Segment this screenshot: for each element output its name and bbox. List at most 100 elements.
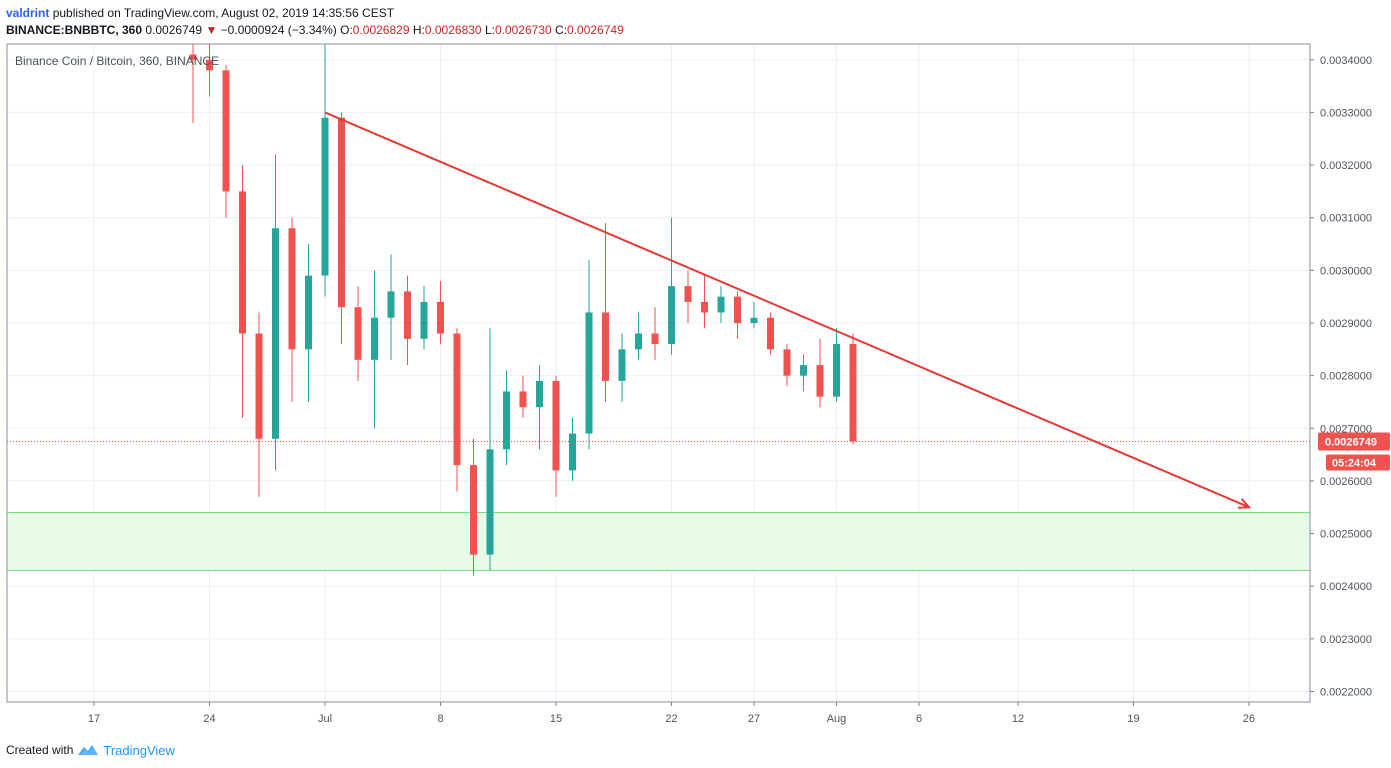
- candle-body: [453, 333, 461, 466]
- close-label: C:: [555, 23, 568, 37]
- candle-body: [519, 391, 527, 408]
- candle-body: [222, 70, 230, 192]
- candle-body: [239, 191, 246, 334]
- grid-lines: [7, 44, 1310, 702]
- support-zone: [7, 512, 1310, 571]
- y-tick-label: 0.0027000: [1320, 423, 1372, 435]
- y-tick-label: 0.0032000: [1320, 160, 1372, 172]
- x-tick-label: 24: [203, 713, 215, 725]
- candle-body: [321, 117, 329, 276]
- candle-body: [717, 296, 725, 313]
- last-price: 0.0026749: [145, 23, 203, 37]
- symbol-ohlc-line: BINANCE:BNBBTC, 360 0.0026749 ▼ −0.00009…: [6, 23, 624, 38]
- candlestick-series: [189, 44, 857, 576]
- chart-header: valdrint published on TradingView.com, A…: [0, 0, 1391, 44]
- candle-body: [536, 380, 543, 408]
- countdown-badge: 05:24:04: [1326, 454, 1390, 471]
- time-axis[interactable]: 17 24 Jul 8 15 22 27 Aug 6 12 19 26: [88, 702, 1255, 725]
- x-tick-label: 6: [916, 713, 922, 725]
- candle-body: [206, 59, 213, 71]
- symbol-label: BINANCE:BNBBTC, 360: [6, 23, 143, 37]
- candle-body: [651, 333, 659, 345]
- author-name[interactable]: valdrint: [6, 6, 50, 20]
- last-price-badge: 0.0026749: [1318, 432, 1390, 451]
- y-tick-label: 0.0026000: [1320, 476, 1372, 488]
- x-tick-label: 17: [88, 713, 100, 725]
- x-tick-label: 19: [1127, 713, 1139, 725]
- close-value: 0.0026749: [567, 23, 624, 37]
- candle-body: [437, 301, 444, 334]
- candle-body: [602, 312, 609, 381]
- legend-title: Binance Coin / Bitcoin, 360, BINANCE: [15, 54, 219, 68]
- candle-body: [635, 333, 642, 350]
- candle-body: [272, 228, 279, 439]
- y-tick-label: 0.0031000: [1320, 213, 1372, 225]
- y-tick-label: 0.0023000: [1320, 634, 1372, 646]
- trendline-arrowhead: [1237, 498, 1252, 509]
- candle-body: [503, 391, 510, 450]
- candle-body: [569, 433, 576, 471]
- candle-body: [849, 344, 857, 442]
- candle-body: [486, 449, 494, 555]
- created-with-text: Created with: [6, 743, 74, 757]
- y-tick-label: 0.0030000: [1320, 265, 1372, 277]
- price-axis[interactable]: 0.0022000 0.0023000 0.0024000 0.0025000 0.00…: [1310, 55, 1372, 699]
- y-tick-label: 0.0025000: [1320, 529, 1372, 541]
- candle-body: [833, 344, 840, 397]
- candle-body: [668, 286, 675, 345]
- price-change: −0.0000924 (−3.34%): [220, 23, 337, 37]
- y-tick-label: 0.0022000: [1320, 686, 1372, 698]
- published-text: published on TradingView.com, August 02,…: [52, 6, 395, 20]
- candle-body: [800, 365, 807, 376]
- last-price-badge-text: 0.0026749: [1325, 436, 1377, 448]
- x-tick-label: 26: [1243, 713, 1255, 725]
- x-tick-label: 15: [550, 713, 562, 725]
- x-tick-label: 12: [1012, 713, 1024, 725]
- publish-info: valdrint published on TradingView.com, A…: [6, 6, 394, 21]
- x-tick-label: 27: [748, 713, 760, 725]
- tradingview-brand[interactable]: TradingView: [103, 742, 175, 758]
- y-tick-label: 0.0033000: [1320, 107, 1372, 119]
- x-tick-label: Jul: [318, 713, 332, 725]
- x-tick-label: Aug: [827, 713, 847, 725]
- low-value: 0.0026730: [494, 23, 552, 37]
- countdown-badge-text: 05:24:04: [1332, 457, 1377, 469]
- down-arrow-icon: ▼: [205, 23, 218, 37]
- candle-body: [816, 365, 824, 397]
- candle-body: [750, 317, 758, 323]
- high-value: 0.0026830: [424, 23, 482, 37]
- candle-body: [470, 465, 477, 555]
- x-tick-label: 22: [665, 713, 677, 725]
- x-tick-label: 8: [437, 713, 443, 725]
- candle-body: [288, 228, 296, 350]
- last-price-badge-bg: [1318, 432, 1390, 451]
- y-tick-label: 0.0034000: [1320, 55, 1372, 67]
- candle-body: [354, 307, 362, 360]
- candle-body: [684, 286, 692, 302]
- descending-trendline[interactable]: [324, 111, 1250, 509]
- y-tick-label: 0.0024000: [1320, 581, 1372, 593]
- candle-body: [371, 317, 378, 360]
- candle-body: [552, 380, 560, 471]
- low-label: L:: [484, 23, 495, 37]
- candle-body: [189, 54, 197, 60]
- open-value: 0.0026829: [352, 23, 410, 37]
- candle-body: [404, 291, 411, 339]
- chart-frame: [6, 43, 1311, 703]
- tradingview-logo-icon: [78, 745, 99, 755]
- candle-body: [783, 349, 791, 376]
- footer: Created with TradingView: [6, 741, 175, 759]
- candle-body: [305, 275, 312, 350]
- open-label: O:: [340, 23, 353, 37]
- high-label: H:: [412, 23, 425, 37]
- candle-body: [618, 349, 626, 381]
- candle-body: [387, 291, 395, 318]
- candle-body: [701, 301, 708, 313]
- candle-body: [338, 117, 345, 308]
- candle-body: [767, 317, 774, 350]
- candle-body: [734, 296, 741, 323]
- y-tick-label: 0.0029000: [1320, 318, 1372, 330]
- candle-body: [420, 301, 428, 339]
- candle-body: [255, 333, 263, 439]
